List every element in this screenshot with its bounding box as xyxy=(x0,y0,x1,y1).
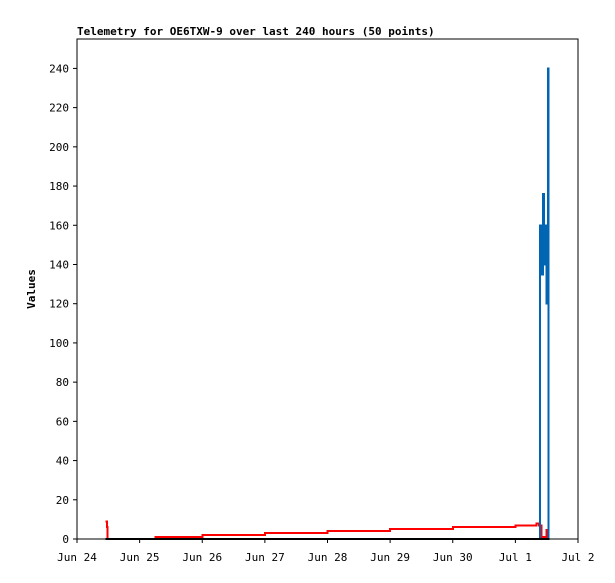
x-tick-label: Jun 24 xyxy=(57,551,97,564)
series-line-2 xyxy=(538,67,550,540)
x-tick-label: Jun 29 xyxy=(370,551,410,564)
x-axis-ticks: Jun 24 Jun 25 Jun 26 Jun 27 Jun 28 Jun 29 Jun … xyxy=(57,539,595,564)
y-tick-label: 220 xyxy=(49,102,69,115)
y-axis-ticks: 0 20 40 60 80 100 120 140 160 180 200 220 240 xyxy=(49,62,77,546)
y-tick-label: 0 xyxy=(62,533,69,546)
y-tick-label: 120 xyxy=(49,298,69,311)
plot-frame xyxy=(76,38,579,540)
y-axis-label: Values xyxy=(25,269,38,309)
y-tick-label: 200 xyxy=(49,141,69,154)
y-tick-label: 160 xyxy=(49,219,69,232)
x-tick-label: Jun 30 xyxy=(433,551,473,564)
y-tick-label: 60 xyxy=(56,415,69,428)
y-tick-label: 140 xyxy=(49,258,69,271)
series-layer xyxy=(105,67,550,540)
y-tick-label: 20 xyxy=(56,494,69,507)
x-tick-label: Jul 1 xyxy=(499,551,532,564)
series-line-1 xyxy=(105,520,548,540)
y-tick-label: 100 xyxy=(49,337,69,350)
y-tick-label: 40 xyxy=(56,455,69,468)
y-tick-label: 180 xyxy=(49,180,69,193)
y-tick-label: 240 xyxy=(49,62,69,75)
x-tick-label: Jun 28 xyxy=(308,551,348,564)
x-tick-label: Jun 27 xyxy=(245,551,285,564)
x-tick-label: Jun 26 xyxy=(182,551,222,564)
x-tick-label: Jul 2 xyxy=(561,551,594,564)
x-tick-label: Jun 25 xyxy=(120,551,160,564)
chart-title: Telemetry for OE6TXW-9 over last 240 hou… xyxy=(77,25,435,38)
y-tick-label: 80 xyxy=(56,376,69,389)
